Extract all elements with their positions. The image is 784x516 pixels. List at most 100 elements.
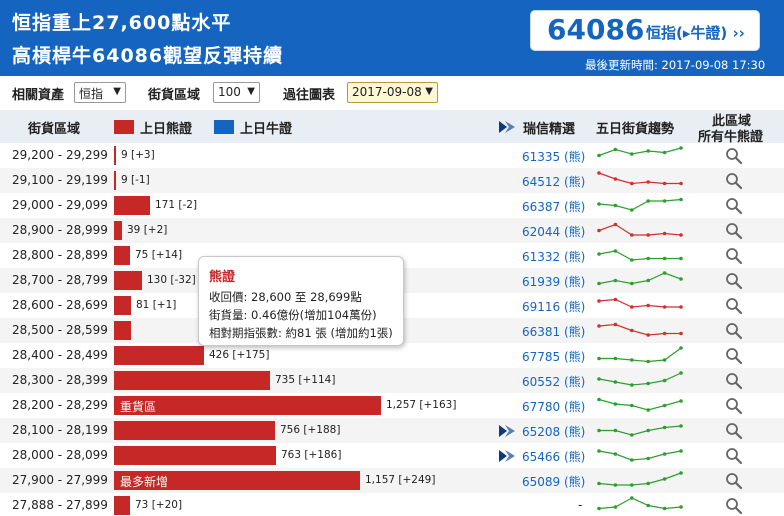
strike-range: 28,200 - 28,299 xyxy=(12,398,108,412)
ubs-stock-link[interactable]: 65089 (熊) xyxy=(522,475,586,489)
bear-bar[interactable] xyxy=(114,171,116,190)
ubs-stock-link[interactable]: 65466 (熊) xyxy=(522,450,586,464)
bear-bar[interactable] xyxy=(114,246,130,265)
sparkline-point xyxy=(630,233,634,237)
bear-bar[interactable] xyxy=(114,346,204,365)
sparkline-point xyxy=(679,505,683,509)
magnifier-icon[interactable] xyxy=(725,272,743,290)
trend-sparkline[interactable] xyxy=(595,145,685,166)
ubs-stock-link[interactable]: 69116 (熊) xyxy=(522,300,586,314)
bear-bar[interactable] xyxy=(114,221,122,240)
code-number[interactable]: 64086 xyxy=(547,13,645,46)
sparkline-point xyxy=(679,449,683,453)
ubs-stock-link[interactable]: 66387 (熊) xyxy=(522,200,586,214)
magnifier-icon[interactable] xyxy=(725,472,743,490)
magnifier-icon[interactable] xyxy=(725,497,743,515)
magnifier-icon[interactable] xyxy=(725,422,743,440)
magnifier-icon[interactable] xyxy=(725,197,743,215)
sparkline-point xyxy=(630,281,634,286)
asset-select[interactable]: 恒指 ▼ xyxy=(74,82,126,103)
bear-bar[interactable] xyxy=(114,446,276,465)
trend-sparkline[interactable] xyxy=(595,495,685,516)
magnifier-icon[interactable] xyxy=(725,322,743,340)
trend-sparkline[interactable] xyxy=(595,370,685,391)
bear-bar[interactable] xyxy=(114,471,360,490)
bear-bar[interactable] xyxy=(114,396,381,415)
magnifier-icon[interactable] xyxy=(725,172,743,190)
strike-range: 28,000 - 28,099 xyxy=(12,448,108,462)
column-header: 街貨區域 上日熊證 上日牛證 瑞信精選 五日街貨趨勢 此區域 所有牛熊證 xyxy=(0,110,784,145)
bear-legend: 上日熊證 xyxy=(140,122,193,137)
sparkline-point xyxy=(597,356,601,361)
history-date-select[interactable]: 2017-09-08 ▼ xyxy=(347,82,438,103)
bar-label: 重貨區 xyxy=(120,400,157,414)
trend-sparkline[interactable] xyxy=(595,270,685,291)
bear-bar[interactable] xyxy=(114,196,150,215)
area-label: 街貨區域 xyxy=(148,88,201,103)
sparkline-point xyxy=(662,477,667,481)
table-row: 28,100 - 28,199 756 [+188] 65208 (熊) xyxy=(0,418,784,443)
table-row: 28,900 - 28,999 39 [+2] 62044 (熊) xyxy=(0,218,784,243)
trend-sparkline[interactable] xyxy=(595,470,685,491)
table-row: 28,000 - 28,099 763 [+186] 65466 (熊) xyxy=(0,443,784,468)
magnifier-icon[interactable] xyxy=(725,247,743,265)
bear-bar[interactable] xyxy=(114,146,116,165)
ubs-stock-link[interactable]: 64512 (熊) xyxy=(522,175,586,189)
ubs-stock-link[interactable]: 61332 (熊) xyxy=(522,250,586,264)
sparkline-path xyxy=(598,372,682,386)
bar-count: 756 [+188] xyxy=(280,424,341,436)
sparkline-point xyxy=(662,425,667,430)
trend-sparkline[interactable] xyxy=(595,195,685,216)
trend-sparkline[interactable] xyxy=(595,320,685,341)
trend-sparkline[interactable] xyxy=(595,295,685,316)
sparkline-point xyxy=(597,506,601,511)
ubs-stock-link[interactable]: 61939 (熊) xyxy=(522,275,586,289)
trend-sparkline[interactable] xyxy=(595,445,685,466)
bear-bar[interactable] xyxy=(114,296,131,315)
sparkline-path xyxy=(598,497,682,510)
sparkline-point xyxy=(597,377,601,381)
ubs-stock-link[interactable]: 61335 (熊) xyxy=(522,150,586,164)
ubs-stock-link[interactable]: 67785 (熊) xyxy=(522,350,586,364)
ubs-stock-link[interactable]: 66381 (熊) xyxy=(522,325,586,339)
table-row: 28,400 - 28,499 426 [+175] 67785 (熊) xyxy=(0,343,784,368)
sparkline-point xyxy=(613,278,618,283)
ubs-stock-link[interactable]: 62044 (熊) xyxy=(522,225,586,239)
trend-sparkline[interactable] xyxy=(595,170,685,191)
trend-sparkline[interactable] xyxy=(595,395,685,416)
code-box[interactable]: 64086 恒指(▸牛證) ›› xyxy=(530,10,760,51)
ubs-stock-link[interactable]: 67780 (熊) xyxy=(522,400,586,414)
sparkline-point xyxy=(630,208,634,212)
bear-bar[interactable] xyxy=(114,321,131,340)
magnifier-icon[interactable] xyxy=(725,447,743,465)
sparkline-point xyxy=(613,322,618,327)
ubs-stock-link[interactable]: 65208 (熊) xyxy=(522,425,586,439)
magnifier-icon[interactable] xyxy=(725,297,743,315)
sparkline-point xyxy=(679,146,683,150)
sparkline-point xyxy=(613,222,618,227)
trend-sparkline[interactable] xyxy=(595,220,685,241)
bar-label: 最多新增 xyxy=(120,475,169,489)
code-link[interactable]: 恒指(▸牛證) ›› xyxy=(646,24,745,42)
magnifier-icon[interactable] xyxy=(725,372,743,390)
bar-count: 1,157 [+249] xyxy=(365,474,436,486)
sparkline-point xyxy=(662,256,667,261)
bear-bar[interactable] xyxy=(114,371,270,390)
magnifier-icon[interactable] xyxy=(725,147,743,165)
trend-sparkline[interactable] xyxy=(595,420,685,441)
sparkline-point xyxy=(597,252,601,256)
bear-bar[interactable] xyxy=(114,421,275,440)
bear-bar[interactable] xyxy=(114,271,142,290)
sparkline-point xyxy=(646,333,650,337)
magnifier-icon[interactable] xyxy=(725,397,743,415)
sparkline-point xyxy=(662,378,667,383)
area-select[interactable]: 100 ▼ xyxy=(213,82,260,103)
trend-sparkline[interactable] xyxy=(595,245,685,266)
sparkline-point xyxy=(613,452,618,456)
history-label: 過往圖表 xyxy=(283,88,336,103)
trend-sparkline[interactable] xyxy=(595,345,685,366)
magnifier-icon[interactable] xyxy=(725,222,743,240)
ubs-stock-link[interactable]: 60552 (熊) xyxy=(522,375,586,389)
bear-bar[interactable] xyxy=(114,496,130,515)
magnifier-icon[interactable] xyxy=(725,347,743,365)
